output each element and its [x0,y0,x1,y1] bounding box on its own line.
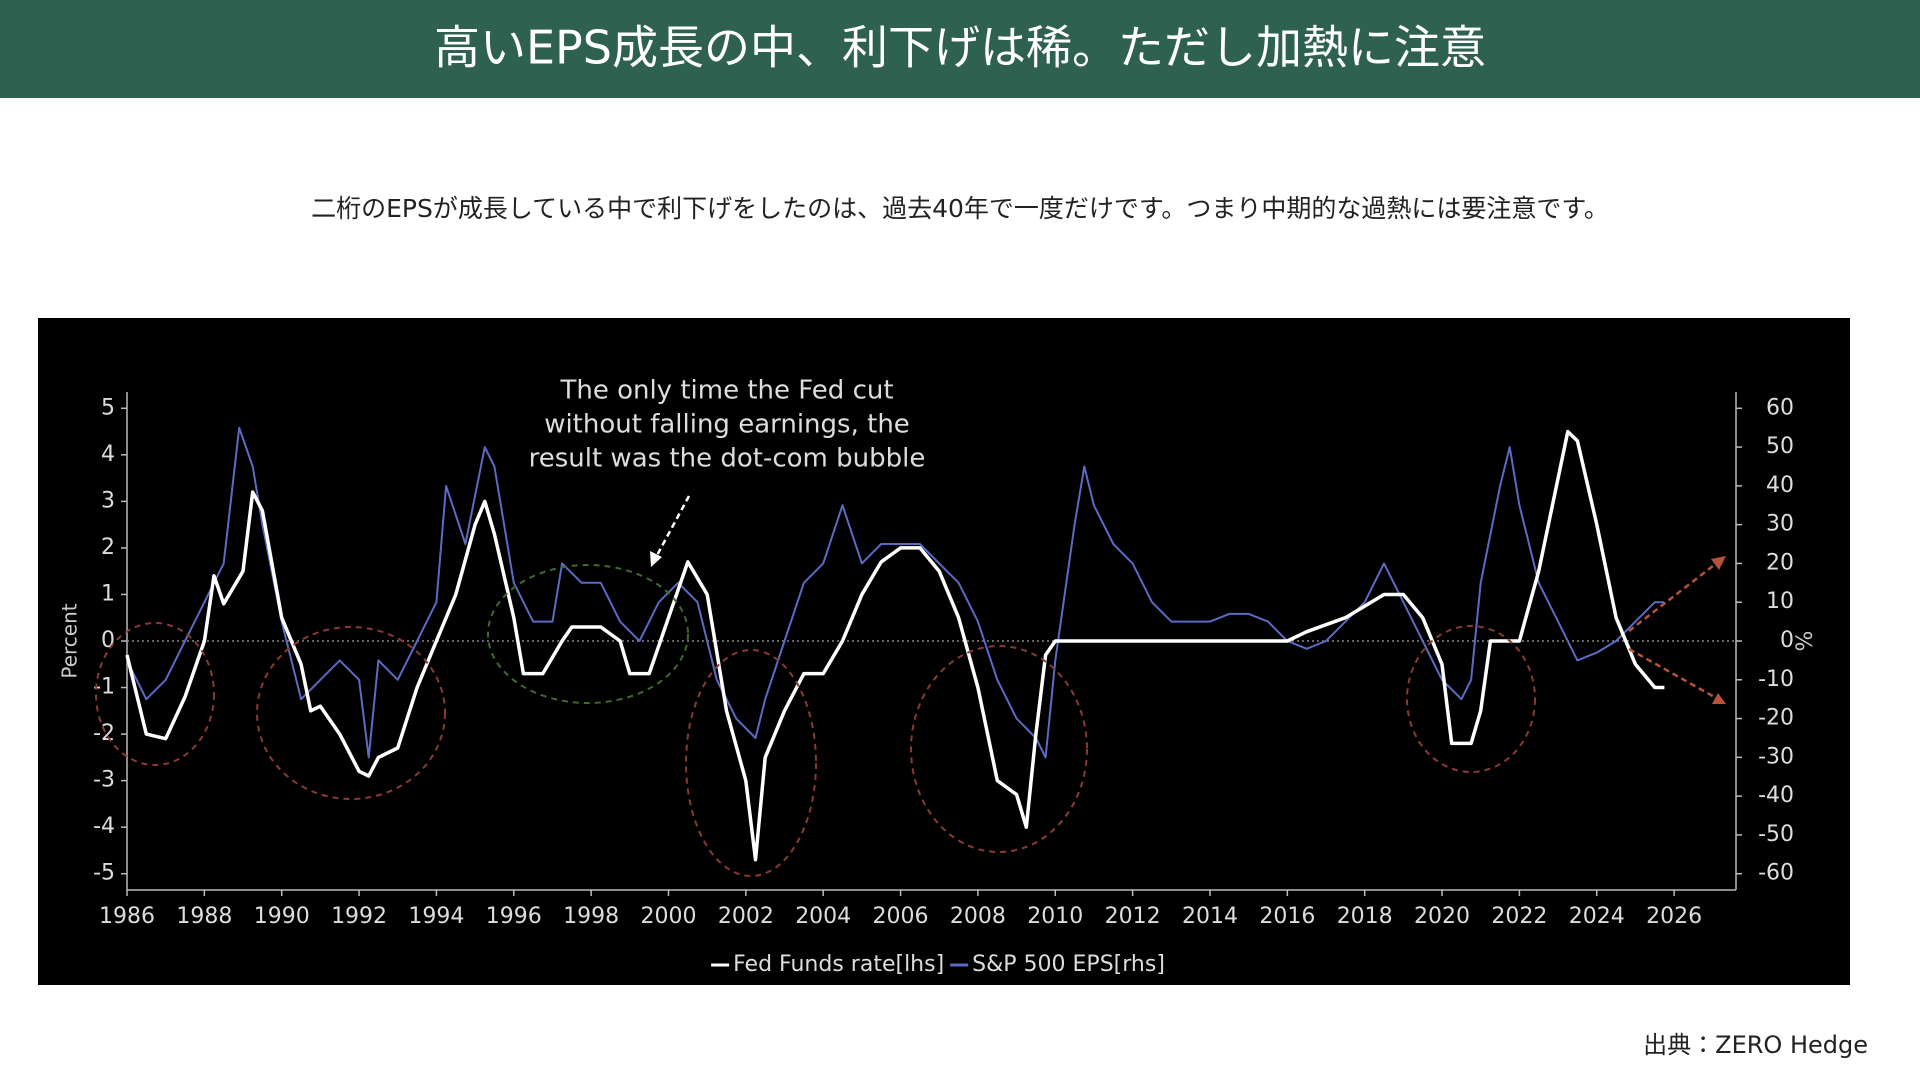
plot-area: -5-4-3-2-1012345-60-50-40-30-20-10010203… [93,392,1794,929]
series-line [126,426,1665,759]
x-tick-label: 1996 [486,904,542,929]
y2-tick-label: -60 [1758,861,1794,886]
highlight-circle [910,645,1088,853]
highlight-circle [487,564,689,704]
y-tick-label: 5 [101,395,115,420]
x-tick-label: 1990 [254,904,310,929]
x-tick-label: 1988 [176,904,232,929]
series-line [125,429,1665,862]
y2-tick-label: 40 [1766,473,1794,498]
y2-tick-label: 60 [1766,395,1794,420]
x-tick-label: 2006 [873,904,929,929]
highlight-circle [256,626,446,800]
y2-tick-label: 30 [1766,512,1794,537]
x-tick-label: 2018 [1337,904,1393,929]
legend-label: S&P 500 EPS[rhs] [972,952,1165,977]
x-tick-label: 1986 [99,904,155,929]
y-tick-label: -1 [93,675,115,700]
source: 出典：ZERO Hedge [1643,1031,1868,1059]
y2-axis-label: % [1793,631,1818,652]
arrow-head [650,551,662,567]
x-tick-label: 2008 [950,904,1006,929]
y2-tick-label: -20 [1758,706,1794,731]
y-tick-label: 3 [101,488,115,513]
annotation-line: result was the dot-com bubble [529,444,926,474]
x-tick-label: 2014 [1182,904,1238,929]
y2-tick-label: -40 [1758,783,1794,808]
x-tick-label: 2022 [1491,904,1547,929]
trend-arrow [1628,561,1719,632]
y-axis-label: Percent [58,603,82,678]
x-tick-label: 2016 [1259,904,1315,929]
x-tick-label: 2020 [1414,904,1470,929]
highlight-circle [685,649,817,877]
y2-tick-label: 0 [1780,628,1794,653]
legend: Fed Funds rate[lhs] S&P 500 EPS[rhs] [711,952,1165,977]
y2-tick-label: -50 [1758,822,1794,847]
arrow-head [1711,556,1726,570]
header-title: 高いEPS成長の中、利下げは稀。ただし加熱に注意 [434,21,1486,75]
y-tick-label: -4 [93,814,115,839]
y-tick-label: -5 [93,861,115,886]
x-tick-label: 2024 [1569,904,1625,929]
y-tick-label: 0 [101,628,115,653]
arrow-head [1712,693,1726,704]
x-tick-label: 1992 [331,904,387,929]
y-tick-label: -2 [93,721,115,746]
description: 二桁のEPSが成長している中で利下げをしたのは、過去40年で一度だけです。つまり… [311,194,1609,223]
highlight-circle [1406,625,1536,773]
y2-tick-label: 50 [1766,434,1794,459]
chart-panel [38,318,1850,985]
header-band [0,0,1920,98]
annotation: The only time the Fed cut without fallin… [529,376,926,474]
x-tick-label: 2012 [1105,904,1161,929]
highlight-circles [95,564,1536,877]
trend-arrow [1628,647,1719,701]
y2-tick-label: -30 [1758,744,1794,769]
y-tick-label: 2 [101,535,115,560]
annotation-arrow [653,495,691,560]
y-tick-label: 4 [101,442,115,467]
x-tick-label: 2004 [795,904,851,929]
legend-label: Fed Funds rate[lhs] [733,952,944,977]
x-tick-label: 2010 [1027,904,1083,929]
highlight-circle [95,622,215,766]
x-tick-label: 2026 [1646,904,1702,929]
x-tick-label: 2000 [640,904,696,929]
arrows [650,495,1726,704]
y2-tick-label: -10 [1758,667,1794,692]
y-tick-label: -3 [93,768,115,793]
y-tick-label: 1 [101,581,115,606]
y2-tick-label: 20 [1766,550,1794,575]
annotation-line: The only time the Fed cut [559,376,893,406]
annotation-line: without falling earnings, the [544,410,910,440]
x-tick-label: 1998 [563,904,619,929]
y2-tick-label: 10 [1766,589,1794,614]
x-tick-label: 2002 [718,904,774,929]
x-tick-label: 1994 [408,904,464,929]
